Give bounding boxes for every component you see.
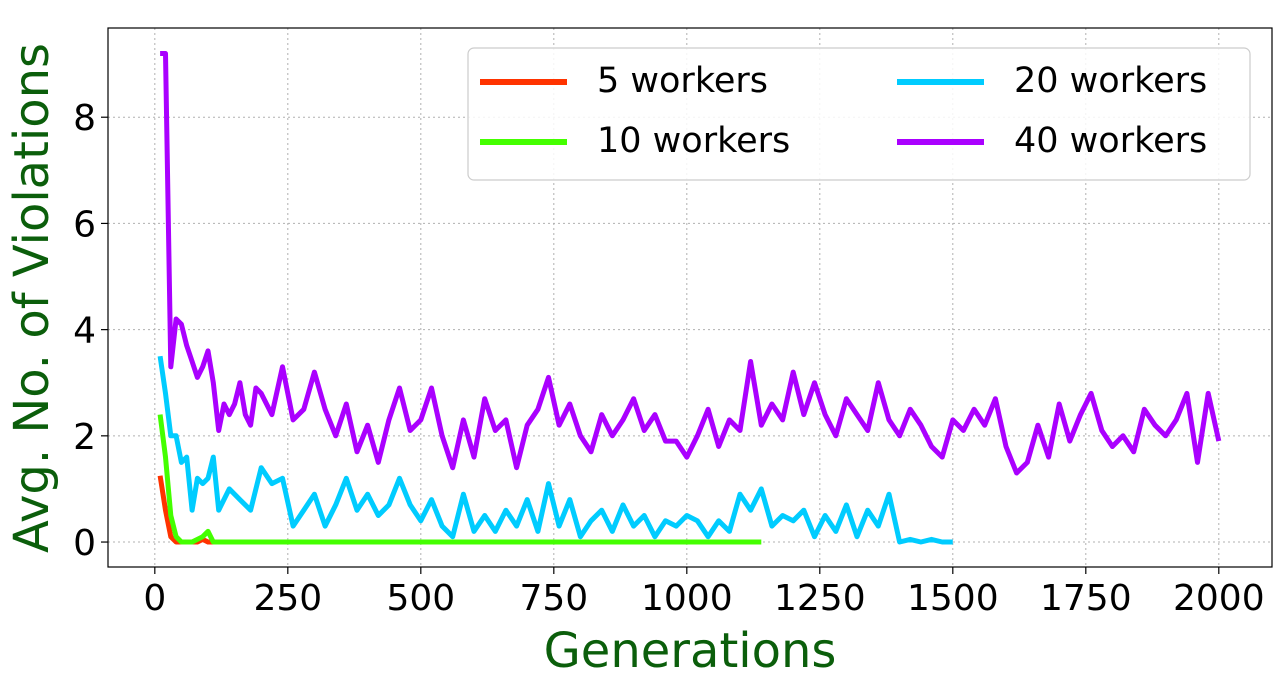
legend-label: 5 workers — [597, 61, 768, 101]
x-tick-label: 1750 — [1040, 578, 1132, 619]
x-axis-label: Generations — [544, 623, 837, 679]
x-tick-label: 2000 — [1173, 578, 1265, 619]
y-tick-label: 8 — [73, 98, 96, 139]
series-line — [160, 51, 1222, 476]
x-tick-label: 1000 — [641, 578, 733, 619]
legend-label: 20 workers — [1014, 61, 1207, 101]
x-tick-label: 250 — [253, 578, 322, 619]
legend-label: 40 workers — [1014, 121, 1207, 161]
y-tick-label: 2 — [73, 417, 96, 458]
y-tick-label: 0 — [73, 523, 96, 564]
y-tick-label: 6 — [73, 204, 96, 245]
x-tick-label: 500 — [386, 578, 455, 619]
series-line — [157, 355, 953, 545]
legend-label: 10 workers — [597, 121, 790, 161]
y-tick-label: 4 — [73, 311, 96, 352]
legend-box — [467, 47, 1251, 181]
x-tick-label: 750 — [519, 578, 588, 619]
x-tick-label: 1250 — [774, 578, 866, 619]
x-tick-label: 0 — [143, 578, 166, 619]
y-axis-label: Avg. No. of Violations — [4, 43, 60, 553]
x-tick-label: 1500 — [907, 578, 999, 619]
series-line — [157, 414, 762, 545]
plot-frame — [107, 27, 1273, 568]
